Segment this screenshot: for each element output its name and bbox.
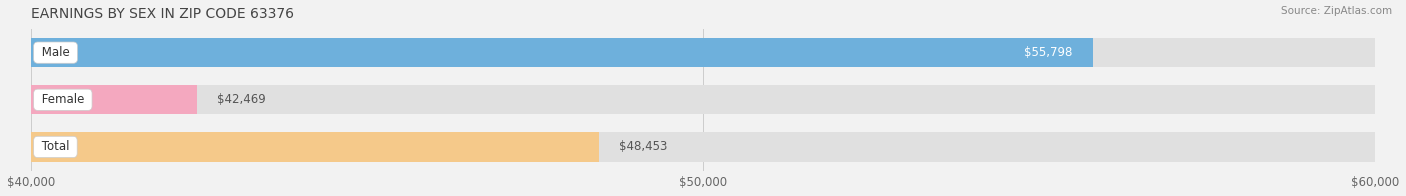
Bar — [31, 85, 197, 114]
Text: Female: Female — [38, 93, 89, 106]
Bar — [31, 38, 1092, 67]
Bar — [31, 132, 1375, 162]
Text: Source: ZipAtlas.com: Source: ZipAtlas.com — [1281, 6, 1392, 16]
Bar — [31, 132, 599, 162]
Text: EARNINGS BY SEX IN ZIP CODE 63376: EARNINGS BY SEX IN ZIP CODE 63376 — [31, 7, 294, 21]
Text: $42,469: $42,469 — [217, 93, 266, 106]
Text: Total: Total — [38, 140, 73, 153]
Text: $48,453: $48,453 — [619, 140, 668, 153]
Text: Male: Male — [38, 46, 73, 59]
Bar — [31, 38, 1375, 67]
Text: $55,798: $55,798 — [1024, 46, 1073, 59]
Bar — [31, 85, 1375, 114]
